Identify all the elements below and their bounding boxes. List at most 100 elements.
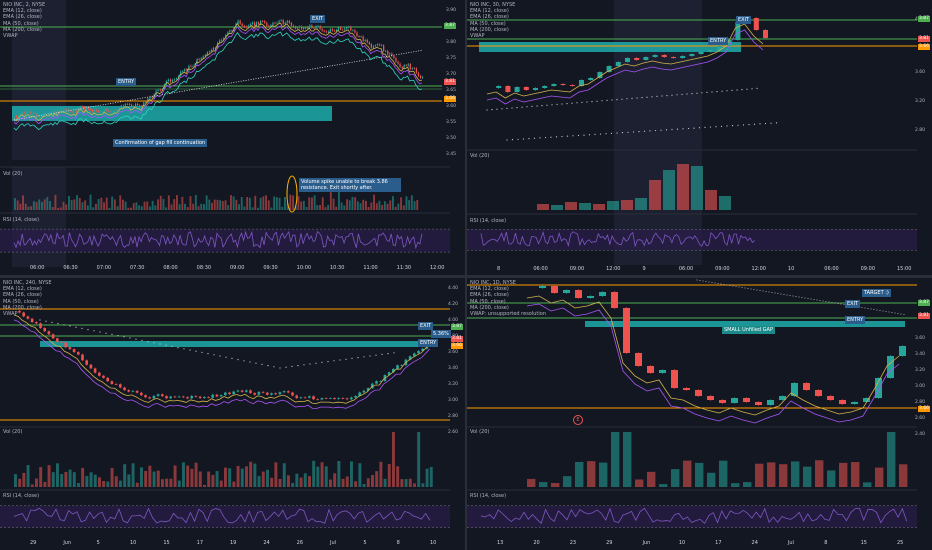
chart-panel-240min[interactable]: NIO INC, 240, NYSE EMA (12, close) EMA (… xyxy=(0,278,465,550)
ema12-line xyxy=(13,314,431,404)
symbol-label[interactable]: NIO INC, 2, NYSE xyxy=(3,2,46,8)
volume-bar xyxy=(156,470,160,487)
legend-ema26[interactable]: EMA (26, close) xyxy=(470,14,509,21)
time-tick: 15 xyxy=(860,540,867,546)
ma200-dot xyxy=(339,359,341,361)
volume-bar xyxy=(211,202,213,210)
candle xyxy=(827,396,834,400)
legend-ma50[interactable]: MA (50, close) xyxy=(470,298,506,305)
chart-panel-daily[interactable]: NIO INC, 1D, NYSE EMA (12, close) EMA (2… xyxy=(467,278,932,550)
ma200-dot xyxy=(153,342,155,344)
legend-ema26[interactable]: EMA (26, close) xyxy=(470,292,509,299)
legend-ma50[interactable]: MA (50, close) xyxy=(3,20,39,27)
legend-ema26[interactable]: EMA (26, close) xyxy=(3,14,42,21)
candle xyxy=(523,87,529,90)
legend-ma200[interactable]: MA (200, close) xyxy=(470,304,509,311)
candle xyxy=(100,111,102,113)
legend-ma200[interactable]: MA (200, close) xyxy=(3,26,42,33)
candle xyxy=(337,398,340,400)
candle xyxy=(231,30,233,32)
ma-dot xyxy=(691,93,693,95)
ma200-dot xyxy=(715,126,717,128)
legend-ma200[interactable]: MA (200, close) xyxy=(470,26,509,33)
rsi-label: RSI (14, close) xyxy=(470,493,507,499)
ma200-dot xyxy=(813,299,815,300)
legend-ema12[interactable]: EMA (12, close) xyxy=(470,286,509,293)
legend-ma50[interactable]: MA (50, close) xyxy=(470,20,506,27)
candle xyxy=(108,110,110,112)
ma200-dot xyxy=(183,348,185,350)
ma200-dot xyxy=(159,343,161,345)
ma-dot xyxy=(731,89,733,91)
ma200-dot xyxy=(141,339,143,341)
legend-ma200[interactable]: MA (200, close) xyxy=(3,304,42,311)
candle xyxy=(560,84,566,85)
volume-bar xyxy=(313,195,316,210)
price-chart-canvas[interactable] xyxy=(0,278,465,550)
candle xyxy=(148,397,151,399)
legend-ema12[interactable]: EMA (12, close) xyxy=(3,8,42,15)
candle xyxy=(387,372,391,376)
volume-bar xyxy=(303,473,307,487)
volume-bar xyxy=(311,197,313,210)
candle xyxy=(312,396,315,400)
candle xyxy=(397,61,399,64)
candle xyxy=(606,66,612,72)
ma200-dot xyxy=(249,361,251,363)
volume-bar xyxy=(149,206,151,210)
candle xyxy=(323,30,325,32)
legend-vwap[interactable]: VWAP xyxy=(3,33,18,40)
volume-bar xyxy=(22,472,26,487)
ma200-dot xyxy=(273,366,275,368)
candle xyxy=(79,106,81,110)
candle xyxy=(421,348,424,351)
candle xyxy=(161,394,164,397)
chart-panel-30min[interactable]: NIO INC, 30, NYSE EMA (12, close) EMA (2… xyxy=(467,0,932,275)
candle xyxy=(767,400,774,405)
ma-dot xyxy=(591,101,593,103)
legend-vwap[interactable]: VWAP xyxy=(3,311,18,318)
symbol-label[interactable]: NIO INC, 30, NYSE xyxy=(470,2,516,8)
ma200-dot xyxy=(744,287,746,289)
earnings-marker[interactable]: E xyxy=(573,415,583,425)
pane-divider-horizontal[interactable] xyxy=(0,275,932,278)
symbol-label[interactable]: NIO INC, 1D, NYSE xyxy=(470,280,516,286)
candle xyxy=(389,53,391,55)
legend-vwap[interactable]: VWAP xyxy=(470,33,485,40)
ma200-dot xyxy=(870,308,872,310)
candle xyxy=(652,55,658,57)
volume-bar xyxy=(265,195,267,210)
volume-bar xyxy=(392,196,394,210)
volume-bar xyxy=(292,195,294,210)
candle xyxy=(887,356,894,378)
price-chart-canvas[interactable] xyxy=(0,0,465,275)
volume-bar xyxy=(287,475,290,487)
volume-bar xyxy=(60,474,64,487)
price-tick: 3.20 xyxy=(915,99,926,104)
ma200-dot xyxy=(315,362,317,364)
legend-vwap[interactable]: VWAP: unsupported resolution xyxy=(470,311,546,318)
volume-bar xyxy=(189,196,192,210)
legend-ema26[interactable]: EMA (26, close) xyxy=(3,292,42,299)
volume-bar xyxy=(184,203,186,210)
candle xyxy=(39,323,42,329)
candle xyxy=(135,390,139,393)
rsi-label: RSI (14, close) xyxy=(3,217,40,223)
symbol-label[interactable]: NIO INC, 240, NYSE xyxy=(3,280,52,286)
candle xyxy=(104,109,106,112)
volume-bar xyxy=(59,207,62,210)
legend-ema12[interactable]: EMA (12, close) xyxy=(3,286,42,293)
chart-panel-2min[interactable]: NIO INC, 2, NYSE EMA (12, close) EMA (26… xyxy=(0,0,465,275)
price-tick: 3.40 xyxy=(448,366,459,371)
legend-ema12[interactable]: EMA (12, close) xyxy=(470,8,509,15)
price-chart-canvas[interactable] xyxy=(467,0,932,275)
candle xyxy=(413,353,416,357)
ma200-dot xyxy=(864,307,866,309)
candle xyxy=(615,62,621,66)
ema26-line xyxy=(526,303,900,424)
price-chart-canvas[interactable] xyxy=(467,278,932,550)
volume-bar xyxy=(19,203,22,210)
ma200-dot xyxy=(243,360,245,362)
legend-ma50[interactable]: MA (50, close) xyxy=(3,298,39,305)
ma200-dot xyxy=(903,314,905,315)
